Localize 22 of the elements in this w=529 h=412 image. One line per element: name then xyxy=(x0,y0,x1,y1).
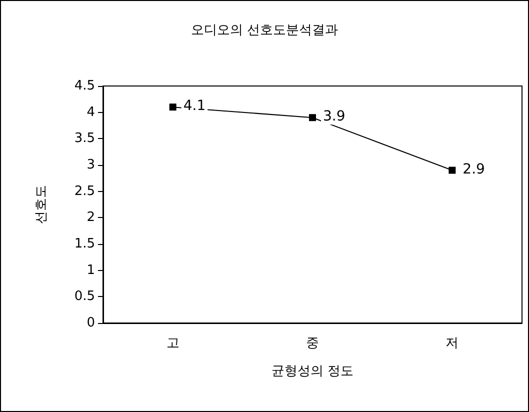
data-label: 4.1 xyxy=(183,98,206,114)
x-tick-label: 중 xyxy=(306,336,319,351)
y-tick-label: 2.5 xyxy=(74,184,95,199)
x-axis-title: 균형성의 정도 xyxy=(271,364,354,379)
point xyxy=(169,104,176,111)
y-tick-label: 3 xyxy=(86,158,95,172)
chart-title: 오디오의 선호도분석결과 xyxy=(190,23,338,38)
y-tick-label: 2 xyxy=(86,210,95,226)
data-label: 3.9 xyxy=(323,108,346,125)
y-tick-label: 3.5 xyxy=(74,131,95,146)
point xyxy=(309,114,316,122)
y-tick-label: 0 xyxy=(86,316,95,330)
y-axis-title: 선호도 xyxy=(34,185,49,224)
point xyxy=(448,166,456,174)
y-tick-label: 0.5 xyxy=(74,289,95,304)
y-tick-label: 4.5 xyxy=(74,78,95,94)
x-tick-label: 고 xyxy=(166,336,180,351)
x-tick-label: 저 xyxy=(446,336,459,351)
data-label: 2.9 xyxy=(462,161,485,178)
y-tick-label: 1.5 xyxy=(74,236,95,252)
y-tick-label: 4 xyxy=(86,104,95,120)
y-tick-label: 1 xyxy=(86,262,95,278)
